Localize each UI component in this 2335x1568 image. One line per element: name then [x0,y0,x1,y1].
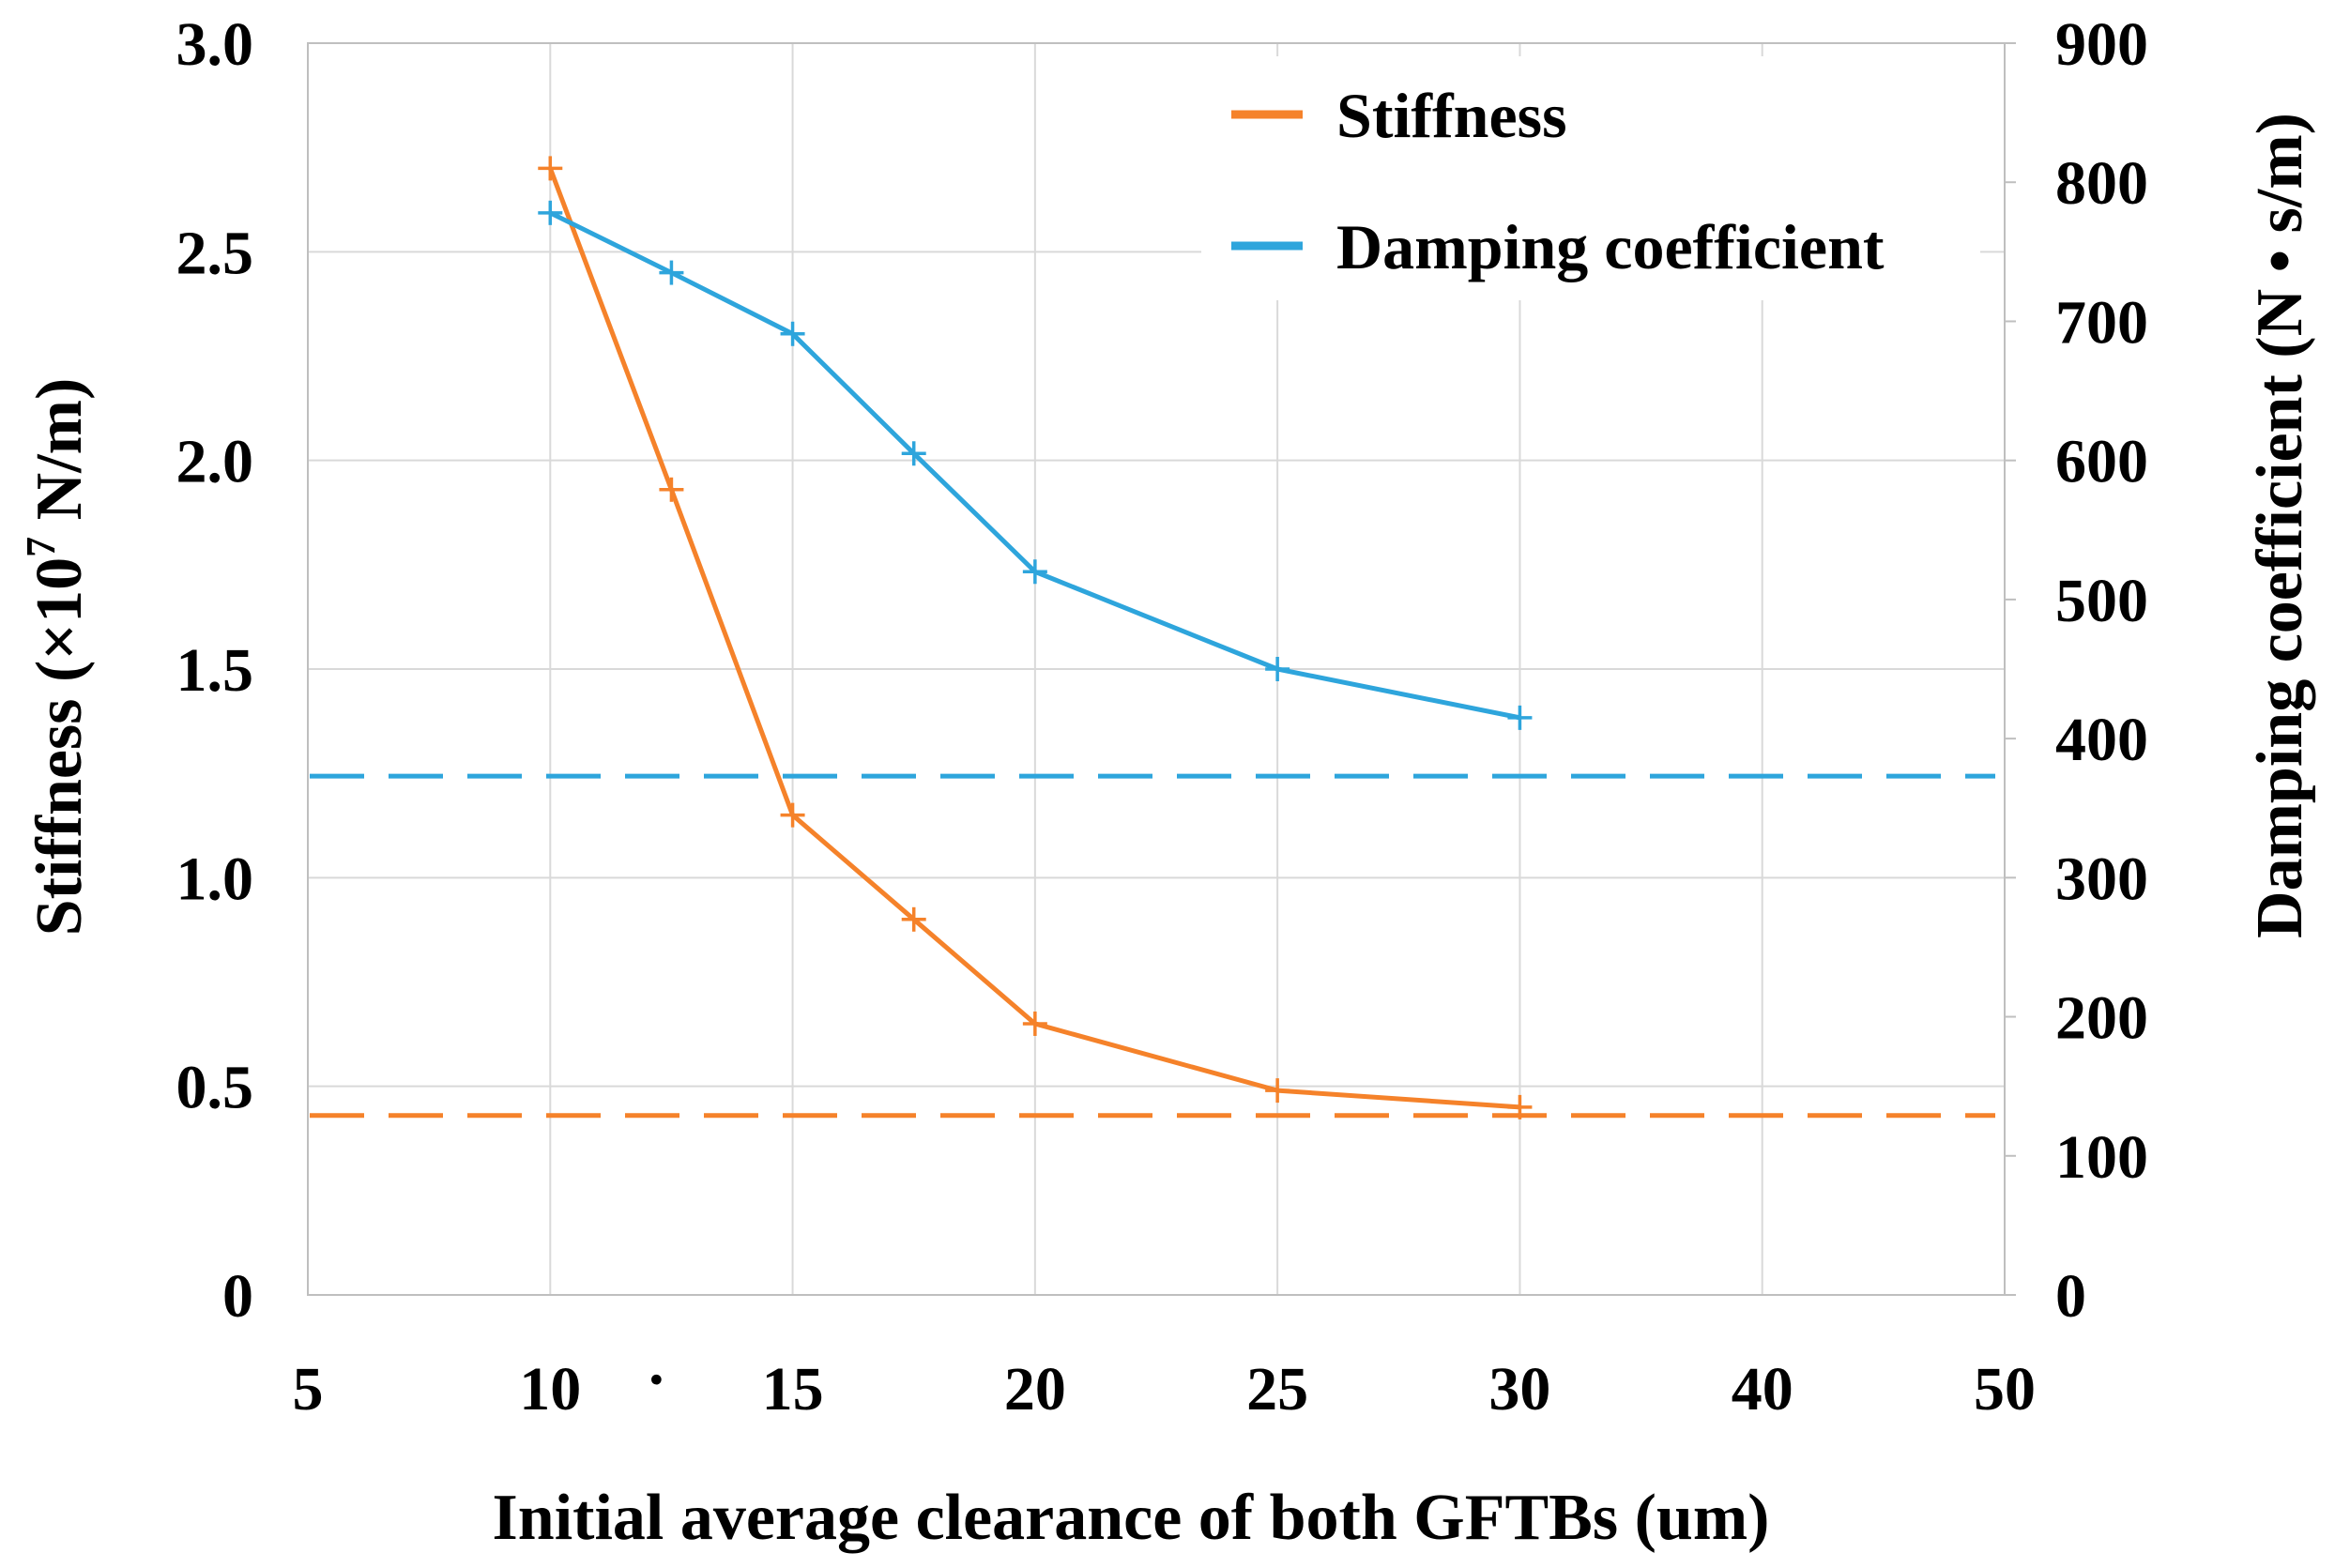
y-left-tick-label: 0.5 [176,1054,254,1122]
legend-background [1201,56,1980,300]
damping-coefficient-point [901,441,926,466]
y-right-tick-label: 600 [2055,428,2148,496]
x-minor-mark: · [646,1346,666,1414]
y-right-tick-label: 300 [2055,845,2148,913]
damping-coefficient-point [1022,559,1047,585]
y-left-tick-label: 1.0 [176,845,254,913]
tick-labels: 5 10 15 20 25 30 40 50 · 0 0.5 1.0 1.5 2.0 2.5 3.0 0 100 2… [176,10,2149,1423]
x-tick-label: 25 [1246,1355,1308,1423]
x-tick-label: 50 [1974,1355,2036,1423]
stiffness-point [780,802,805,828]
stiffness-point [901,906,926,932]
legend-label-stiffness: Stiffness [1336,80,1567,151]
y-right-tick-label: 900 [2055,10,2148,79]
y-left-tick-label: 2.5 [176,219,254,287]
damping-coefficient-point [538,200,563,225]
y-axis-left-title: Stiffness (×107 N/m) [18,378,96,936]
y-right-tick-label: 400 [2055,706,2148,774]
series [538,156,1533,1119]
stiffness-point [1265,1078,1290,1104]
y-right-tick-label: 0 [2055,1262,2086,1331]
stiffness-point [1022,1011,1047,1036]
legend: Stiffness Damping coefficient [1201,56,1980,300]
legend-label-damping: Damping coefficient [1336,211,1885,282]
x-tick-label: 15 [762,1355,824,1423]
y-right-tick-label: 700 [2055,288,2148,357]
y-left-tick-label: 2.0 [176,428,254,496]
damping-coefficient-point [659,260,684,285]
damping-coefficient-point [780,321,805,346]
y-right-tick-label: 100 [2055,1123,2148,1192]
x-tick-label: 30 [1488,1355,1550,1423]
damping-coefficient-point [1265,657,1290,681]
reference-lines [310,773,1995,1119]
stiffness-point [1507,1094,1533,1119]
y-left-tick-label: 1.5 [176,636,254,705]
y-right-tick-label: 800 [2055,149,2148,218]
stiffness-point [538,156,563,181]
x-tick-label: 40 [1732,1355,1793,1423]
x-axis-title: Initial average clearance of both GFTBs … [493,1482,1770,1554]
stiffness-point [659,477,684,502]
x-tick-label: 10 [519,1355,581,1423]
y-axis-right-title: Damping coefficient (N • s/m) [2244,113,2316,938]
x-tick-label: 20 [1004,1355,1066,1423]
y-left-tick-label: 3.0 [176,10,254,79]
damping-coefficient-point [1507,705,1533,730]
plot-frame [307,42,2006,1296]
y-right-tick-label: 500 [2055,567,2148,635]
y-right-tick-label: 200 [2055,984,2148,1053]
x-tick-label: 5 [293,1355,324,1423]
y-left-tick-label: 0 [222,1262,253,1331]
